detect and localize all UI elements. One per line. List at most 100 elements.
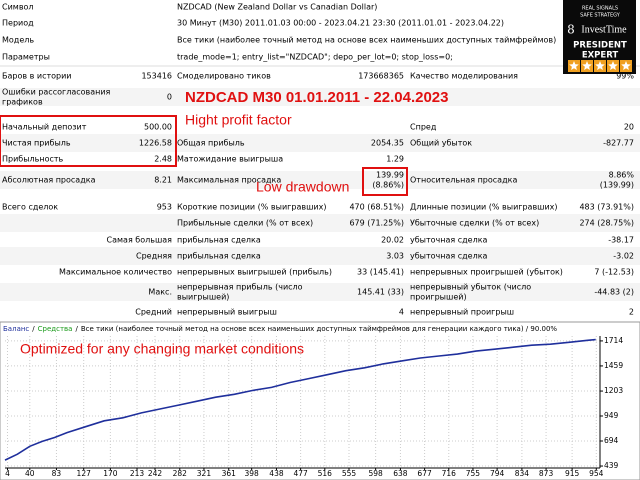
stat-cell: Максимальная просадка bbox=[177, 176, 281, 185]
stat-cell: 20 bbox=[624, 123, 634, 132]
x-tick-label: 398 bbox=[245, 469, 260, 478]
stat-cell: Общий убыток bbox=[410, 139, 472, 148]
stat-cell: -44.83 (2) bbox=[594, 288, 634, 297]
x-tick-label: 638 bbox=[393, 469, 408, 478]
stat-cell: 8.86% bbox=[609, 171, 635, 180]
star bbox=[621, 61, 631, 70]
stat-cell: прибыльная сделка bbox=[177, 236, 261, 245]
info-label: Модель bbox=[2, 36, 34, 45]
stat-cell: Относительная просадка bbox=[410, 176, 517, 185]
stat-cell: 1226.58 bbox=[139, 139, 172, 148]
info-label: Символ bbox=[2, 3, 34, 12]
x-tick-label: 83 bbox=[52, 469, 62, 478]
badge-text: PRESIDENT bbox=[573, 41, 627, 51]
stat-cell: проигрышей) bbox=[410, 293, 467, 302]
x-tick-label: 598 bbox=[368, 469, 383, 478]
stat-cell: 4 bbox=[399, 308, 404, 317]
chart-frame bbox=[0, 321, 640, 480]
stat-cell: прибыльная сделка bbox=[177, 252, 261, 261]
stat-cell: 153416 bbox=[141, 72, 172, 81]
x-tick-label: 127 bbox=[77, 469, 92, 478]
stat-cell: Матожидание выигрыша bbox=[177, 155, 283, 164]
star bbox=[608, 61, 618, 70]
x-tick-label: 361 bbox=[222, 469, 237, 478]
row-background bbox=[0, 283, 640, 301]
info-value: NZDCAD (New Zealand Dollar vs Canadian D… bbox=[177, 3, 377, 12]
stat-cell: 0 bbox=[167, 93, 172, 102]
stat-cell: Прибыльность bbox=[2, 155, 64, 164]
x-tick-label: 873 bbox=[539, 469, 554, 478]
stat-cell: графиков bbox=[2, 98, 43, 107]
balance-line bbox=[4, 338, 596, 461]
stat-cell: Средний bbox=[135, 308, 172, 317]
x-tick-label: 282 bbox=[173, 469, 188, 478]
annotation: Low drawdown bbox=[256, 179, 349, 195]
x-tick-label: 716 bbox=[442, 469, 457, 478]
stat-cell: 2.48 bbox=[154, 155, 172, 164]
stat-cell: убыточная сделка bbox=[410, 252, 488, 261]
y-tick-label: 439 bbox=[604, 461, 619, 470]
stat-cell: выигрышей) bbox=[177, 293, 229, 302]
info-value: Все тики (наиболее точный метод на основ… bbox=[177, 36, 556, 45]
star bbox=[595, 61, 605, 70]
y-tick-label: 1714 bbox=[604, 336, 623, 345]
stat-cell: 20.02 bbox=[381, 236, 404, 245]
stat-cell: Начальный депозит bbox=[2, 123, 87, 132]
stat-cell: Длинные позиции (% выигравших) bbox=[410, 203, 558, 212]
badge-logo: 8 bbox=[567, 23, 575, 37]
stat-cell: Чистая прибыль bbox=[2, 139, 71, 148]
x-tick-label: 40 bbox=[25, 469, 35, 478]
x-tick-label: 4 bbox=[5, 469, 10, 478]
annotation: Optimized for any changing market condit… bbox=[20, 341, 304, 357]
row-background bbox=[0, 171, 640, 189]
x-tick-label: 834 bbox=[515, 469, 530, 478]
stat-cell: 500.00 bbox=[144, 123, 172, 132]
stat-cell: непрерывный выигрыш bbox=[177, 308, 277, 317]
stat-cell: (139.99) bbox=[600, 181, 634, 190]
highlight-box bbox=[0, 115, 177, 167]
row-background bbox=[0, 247, 640, 265]
info-value: 30 Минут (M30) 2011.01.03 00:00 - 2023.0… bbox=[177, 19, 504, 28]
stat-cell: 679 (71.25%) bbox=[349, 219, 404, 228]
x-tick-label: 755 bbox=[466, 469, 481, 478]
stat-cell: (8.86%) bbox=[372, 181, 404, 190]
badge-text: EXPERT bbox=[582, 51, 619, 61]
stat-cell: Смоделировано тиков bbox=[177, 72, 271, 81]
stat-cell: Самая большая bbox=[107, 236, 173, 245]
stat-cell: 470 (68.51%) bbox=[349, 203, 404, 212]
info-label: Параметры bbox=[2, 53, 50, 62]
badge-text: REAL SIGNALS bbox=[582, 6, 618, 12]
stat-cell: Макс. bbox=[148, 288, 172, 297]
y-tick-label: 694 bbox=[604, 436, 619, 445]
separator: / bbox=[75, 325, 78, 333]
badge-text: SAFE STRATEGY bbox=[580, 13, 621, 19]
annotation: Hight profit factor bbox=[185, 112, 292, 128]
stat-cell: убыточная сделка bbox=[410, 236, 488, 245]
stat-cell: 99% bbox=[616, 72, 634, 81]
info-value: trade_mode=1; entry_list="NZDCAD"; depo_… bbox=[177, 53, 453, 62]
stat-cell: непрерывный убыток (число bbox=[410, 283, 531, 292]
stat-cell: Общая прибыль bbox=[177, 139, 245, 148]
stat-cell: Спред bbox=[410, 123, 437, 132]
stat-cell: 8.21 bbox=[154, 176, 172, 185]
separator: / bbox=[32, 325, 35, 333]
x-tick-label: 516 bbox=[318, 469, 333, 478]
stat-cell: 145.41 (33) bbox=[357, 288, 404, 297]
x-tick-label: 213 bbox=[130, 469, 145, 478]
legend-item: Средства bbox=[38, 325, 73, 333]
stat-cell: Всего сделок bbox=[2, 203, 58, 212]
x-tick-label: 170 bbox=[103, 469, 118, 478]
stat-cell: Убыточные сделки (% от всех) bbox=[410, 219, 539, 228]
info-label: Период bbox=[2, 19, 34, 28]
annotation: NZDCAD M30 01.01.2011 - 22.04.2023 bbox=[185, 89, 449, 106]
y-tick-label: 1203 bbox=[604, 386, 623, 395]
x-tick-label: 555 bbox=[342, 469, 357, 478]
x-tick-label: 242 bbox=[148, 469, 163, 478]
stat-cell: 483 (73.91%) bbox=[579, 203, 634, 212]
stat-cell: 953 bbox=[157, 203, 172, 212]
x-tick-label: 954 bbox=[589, 469, 604, 478]
y-tick-label: 949 bbox=[604, 411, 619, 420]
x-tick-label: 438 bbox=[269, 469, 284, 478]
stat-cell: непрерывная прибыль (число bbox=[177, 283, 303, 292]
